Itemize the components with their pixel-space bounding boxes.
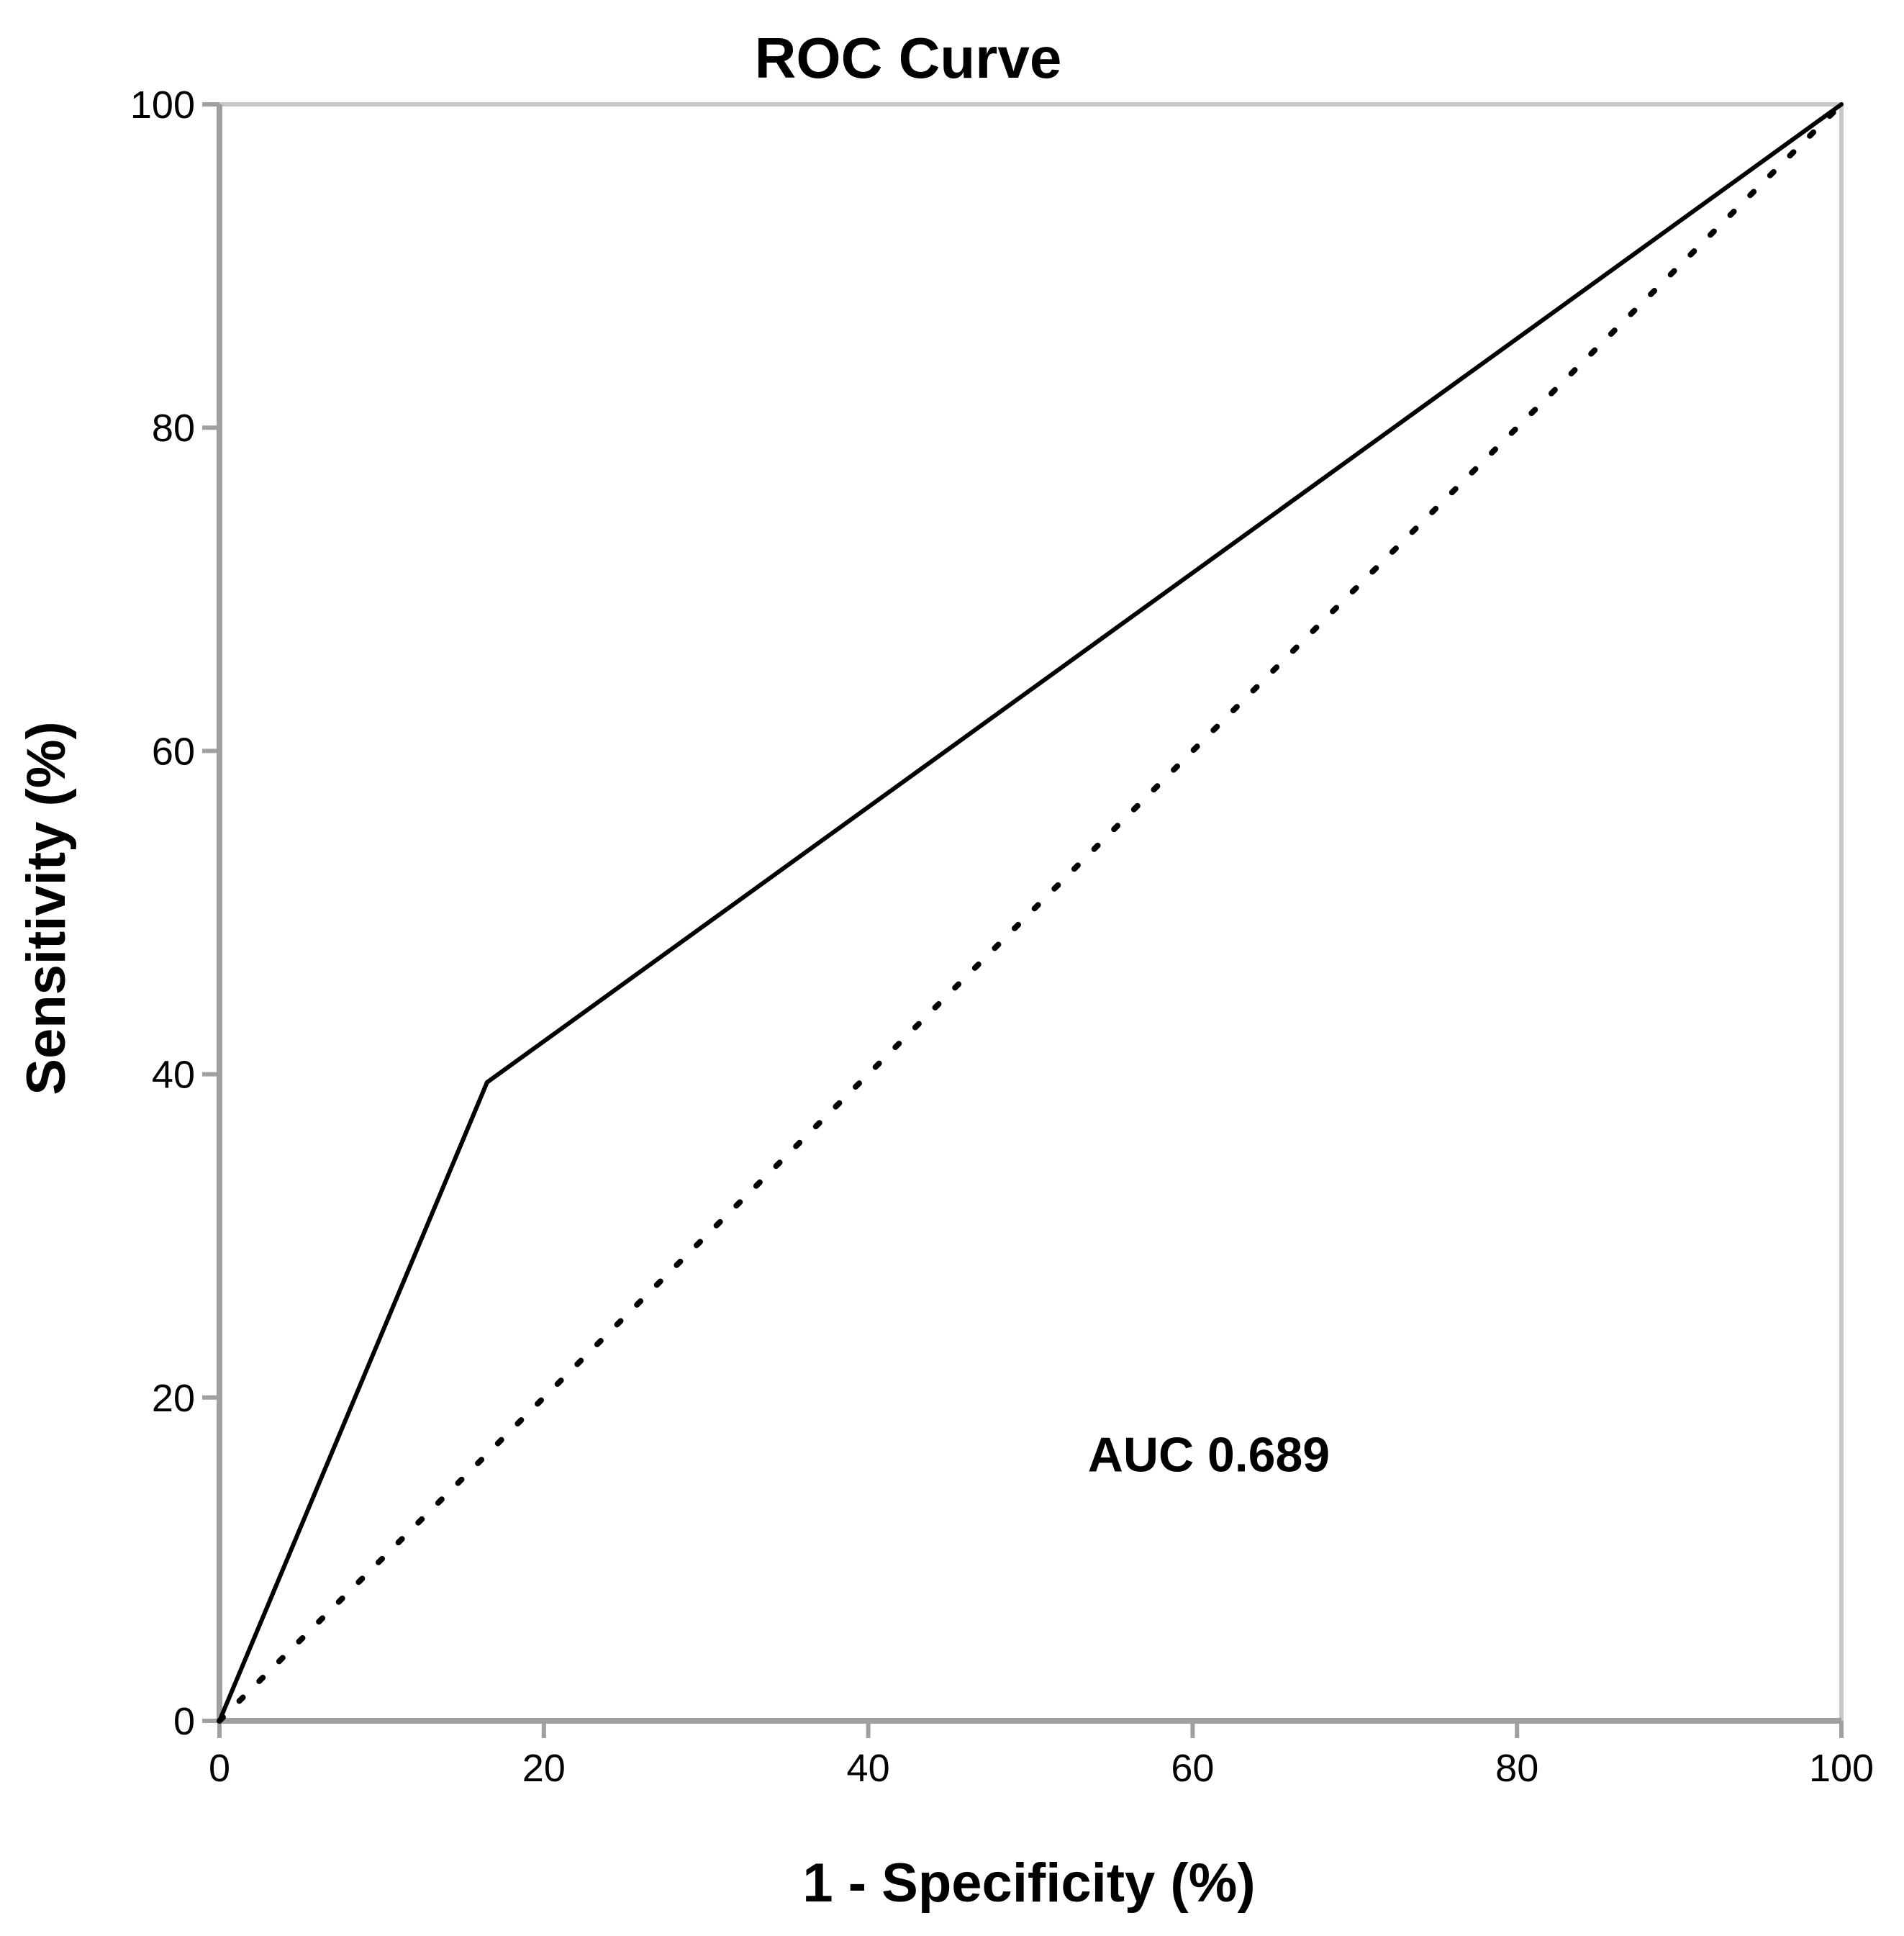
x-tick-label: 60 (1171, 1747, 1214, 1790)
y-tick-label: 60 (152, 730, 195, 773)
y-tick-label: 80 (152, 407, 195, 450)
x-axis-label: 1 - Specificity (%) (802, 1853, 1255, 1914)
x-tick-label: 0 (209, 1747, 230, 1790)
y-axis-label: Sensitivity (%) (16, 721, 77, 1095)
reference-line (217, 101, 1844, 1724)
x-tick-label: 100 (1809, 1747, 1874, 1790)
x-tick-label: 80 (1495, 1747, 1538, 1790)
roc-point (484, 1080, 489, 1085)
roc-point (1839, 102, 1844, 107)
y-tick-label: 0 (173, 1700, 195, 1743)
x-tick-label: 20 (522, 1747, 566, 1790)
y-tick-label: 40 (152, 1054, 195, 1097)
y-tick-label: 100 (130, 83, 195, 127)
y-tick-label: 20 (152, 1377, 195, 1420)
auc-annotation: AUC 0.689 (1088, 1427, 1330, 1482)
chart-title: ROC Curve (755, 26, 1062, 90)
x-tick-label: 40 (847, 1747, 890, 1790)
